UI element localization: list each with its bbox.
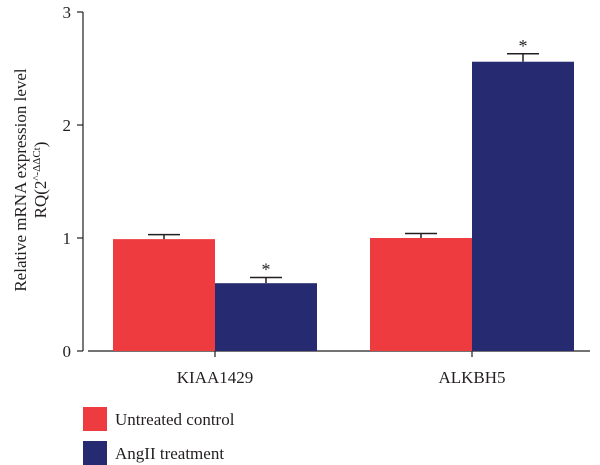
y-tick-label: 3 — [63, 3, 72, 22]
x-axis — [88, 350, 590, 357]
bar-ALKBH5-treatment — [472, 61, 574, 351]
significance-markers: ** — [262, 36, 528, 280]
y-tick-label: 0 — [63, 342, 72, 361]
significance-star: * — [519, 36, 528, 56]
bar-KIAA1429-control — [113, 239, 215, 351]
legend-label: AngII treatment — [115, 444, 224, 463]
y-axis-title-line1: Relative mRNA expression level — [11, 68, 30, 292]
significance-star: * — [262, 260, 271, 280]
y-tick-label: 1 — [63, 229, 72, 248]
y-tick-label: 2 — [63, 116, 72, 135]
category-labels: KIAA1429 ALKBH5 — [177, 368, 506, 387]
error-bars — [148, 53, 539, 284]
bar-KIAA1429-treatment — [215, 283, 317, 351]
y-axis: 0 1 2 3 — [63, 3, 84, 361]
x-category-label: ALKBH5 — [438, 368, 505, 387]
y-axis-title: Relative mRNA expression level RQ(2^-ΔΔC… — [11, 68, 50, 292]
legend-swatch — [83, 407, 107, 431]
legend-swatch — [83, 441, 107, 465]
y-axis-title-line2: RQ(2^-ΔΔCt) — [31, 142, 50, 219]
bars — [113, 61, 574, 351]
x-category-label: KIAA1429 — [177, 368, 254, 387]
legend: Untreated control AngII treatment — [83, 407, 235, 465]
legend-label: Untreated control — [115, 410, 235, 429]
bar-ALKBH5-control — [370, 238, 472, 351]
